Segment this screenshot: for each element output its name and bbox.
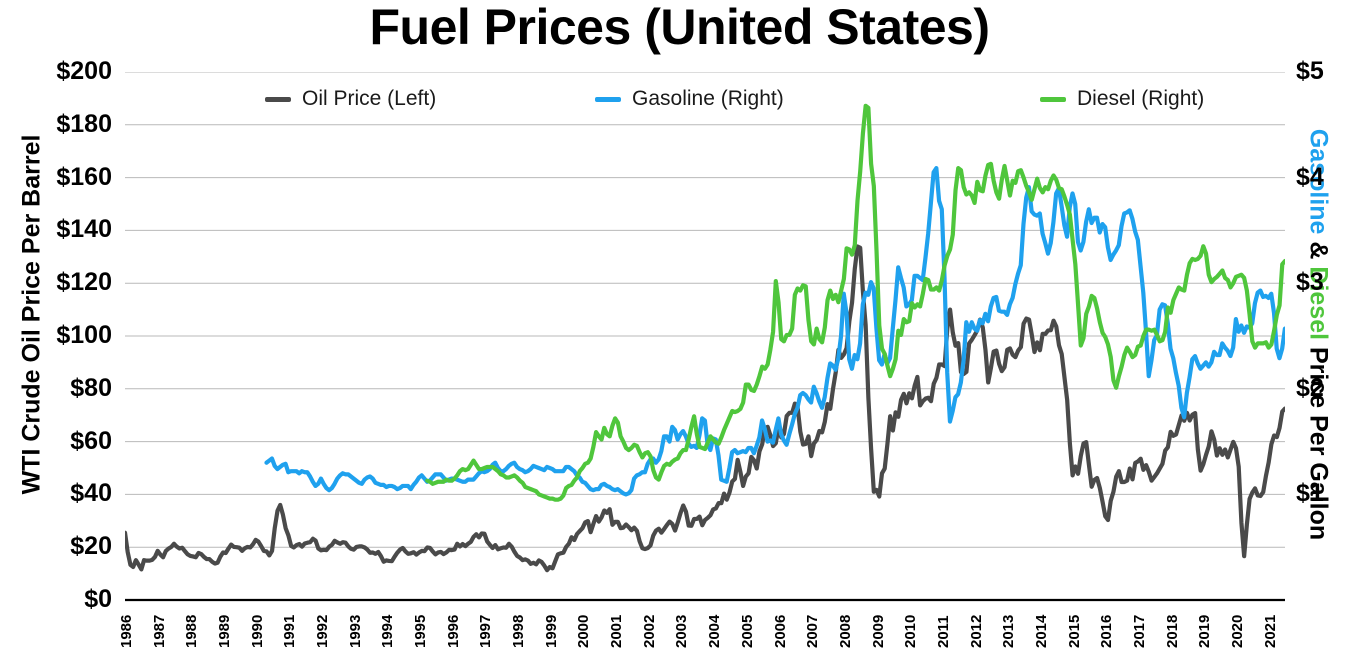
x-axis-tick: 2016: [1098, 614, 1116, 648]
x-axis-tick: 1994: [379, 614, 397, 648]
x-axis-tick: 1987: [150, 614, 168, 648]
x-axis-tick: 1993: [346, 614, 364, 648]
x-axis-tick: 1992: [314, 614, 332, 648]
y-axis-left-tick: $20: [70, 532, 112, 561]
y-axis-right-tick: $1: [1296, 479, 1324, 508]
x-axis-tick: 2013: [1000, 614, 1018, 648]
x-axis-tick: 2004: [706, 614, 724, 648]
y-axis-right-tick: $4: [1296, 162, 1324, 191]
legend-item-gasoline[interactable]: Gasoline (Right): [595, 86, 784, 112]
legend-label: Diesel (Right): [1077, 87, 1205, 110]
x-axis-tick: 2007: [804, 614, 822, 648]
y-axis-left-tick: $40: [70, 479, 112, 508]
x-axis-tick: 2006: [771, 614, 789, 648]
legend-item-diesel[interactable]: Diesel (Right): [1040, 86, 1204, 112]
x-axis-tick: 2011: [934, 615, 952, 648]
y-axis-left-tick: $140: [56, 215, 112, 244]
y-axis-right-tick: $2: [1296, 373, 1324, 402]
x-axis-tick: 1996: [444, 614, 462, 648]
y-axis-right-tick: $5: [1296, 57, 1324, 85]
x-axis-ticks: 1986 1987 1988 1989 1990 1991 1992 1993 1994 1995…: [118, 604, 1285, 650]
legend-label: Oil Price (Left): [302, 87, 437, 110]
x-axis-tick: 1991: [281, 614, 299, 648]
series-line-diesel: [425, 103, 1285, 502]
x-axis-tick: 2020: [1228, 614, 1246, 648]
x-axis-tick: 2015: [1065, 614, 1083, 648]
y-axis-left-tick: $200: [56, 57, 112, 85]
x-axis-tick: 2019: [1196, 614, 1214, 648]
x-axis-tick: 1989: [216, 614, 234, 648]
x-axis-tick: 1998: [510, 614, 528, 648]
x-axis-tick: 1990: [248, 614, 266, 648]
x-axis-tick: 2018: [1163, 614, 1181, 648]
x-axis-tick: 1995: [412, 614, 430, 648]
y-axis-left-tick: $80: [70, 373, 112, 402]
legend-swatch-icon: [595, 96, 621, 102]
x-axis-tick: 2003: [673, 614, 691, 648]
y-axis-left-ticks: $0 $20 $40 $60 $80 $100 $120 $140 $160 $180 $200: [0, 59, 112, 612]
series-line-gasoline: [264, 166, 1285, 497]
x-axis-tick: 2009: [869, 614, 887, 648]
x-axis-tick: 2008: [836, 614, 854, 648]
y-axis-left-tick: $180: [56, 109, 112, 138]
x-axis-tick: 1986: [118, 614, 135, 648]
x-axis-tick: 1988: [183, 614, 201, 648]
x-axis-tick: 2012: [967, 614, 985, 648]
y-axis-left-tick: $160: [56, 162, 112, 191]
y-axis-right-tick: $3: [1296, 268, 1324, 297]
x-axis-tick: 2001: [608, 614, 626, 648]
x-axis-tick: 2014: [1032, 614, 1050, 648]
chart-title: Fuel Prices (United States): [369, 0, 991, 55]
y-axis-left-tick: $0: [84, 585, 112, 613]
y-axis-left-tick: $120: [56, 268, 112, 297]
legend-item-oil[interactable]: Oil Price (Left): [265, 86, 436, 112]
chart-canvas: [125, 72, 1285, 602]
x-axis-tick: 1997: [477, 614, 495, 648]
legend-label: Gasoline (Right): [632, 87, 784, 110]
series-line-oil: [125, 244, 1285, 573]
y-axis-left-tick: $100: [56, 321, 112, 349]
y-axis-left-tick: $60: [70, 426, 112, 455]
legend-swatch-icon: [265, 96, 291, 102]
x-axis-tick: 1999: [542, 614, 560, 648]
x-axis-tick: 2000: [575, 614, 593, 648]
x-axis-tick: 2017: [1130, 614, 1148, 648]
legend-swatch-icon: [1040, 96, 1066, 102]
x-axis-tick: 2005: [738, 614, 756, 648]
x-axis-tick: 2021: [1261, 614, 1279, 648]
chart-legend: Oil Price (Left) Gasoline (Right) Diesel (…: [125, 86, 1285, 112]
plot-area: [125, 72, 1285, 602]
x-axis-tick: 2010: [902, 614, 920, 648]
y-axis-right-ticks: $1 $2 $3 $4 $5: [1296, 59, 1359, 600]
x-axis-tick: 2002: [640, 614, 658, 648]
